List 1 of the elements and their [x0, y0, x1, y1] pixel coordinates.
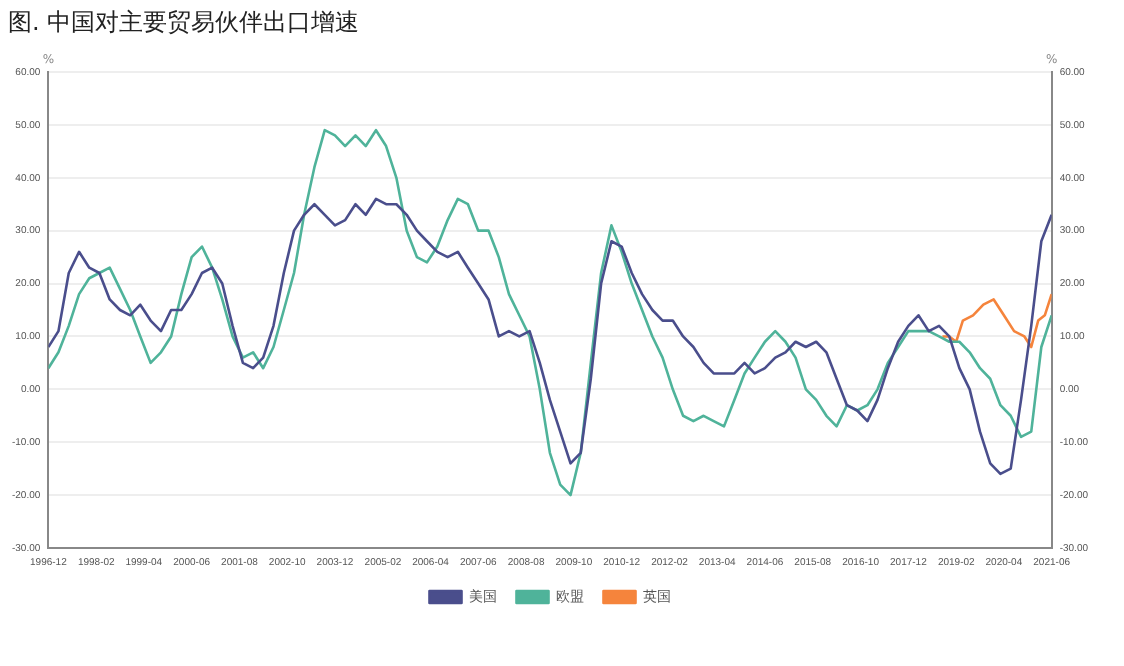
chart-title: 图. 中国对主要贸易伙伴出口增速	[8, 6, 360, 40]
